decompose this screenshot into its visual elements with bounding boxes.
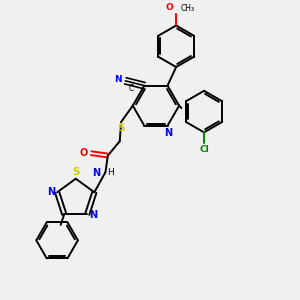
- Text: N: N: [164, 128, 172, 138]
- Text: N: N: [114, 75, 122, 84]
- Text: CH₃: CH₃: [180, 4, 194, 13]
- Text: H: H: [107, 168, 114, 177]
- Text: S: S: [73, 167, 80, 177]
- Text: S: S: [117, 123, 124, 133]
- Text: O: O: [166, 3, 173, 12]
- Text: Cl: Cl: [199, 145, 209, 154]
- Text: N: N: [92, 168, 100, 178]
- Text: O: O: [80, 148, 88, 158]
- Text: C: C: [129, 84, 134, 93]
- Text: N: N: [47, 187, 55, 197]
- Text: N: N: [89, 210, 98, 220]
